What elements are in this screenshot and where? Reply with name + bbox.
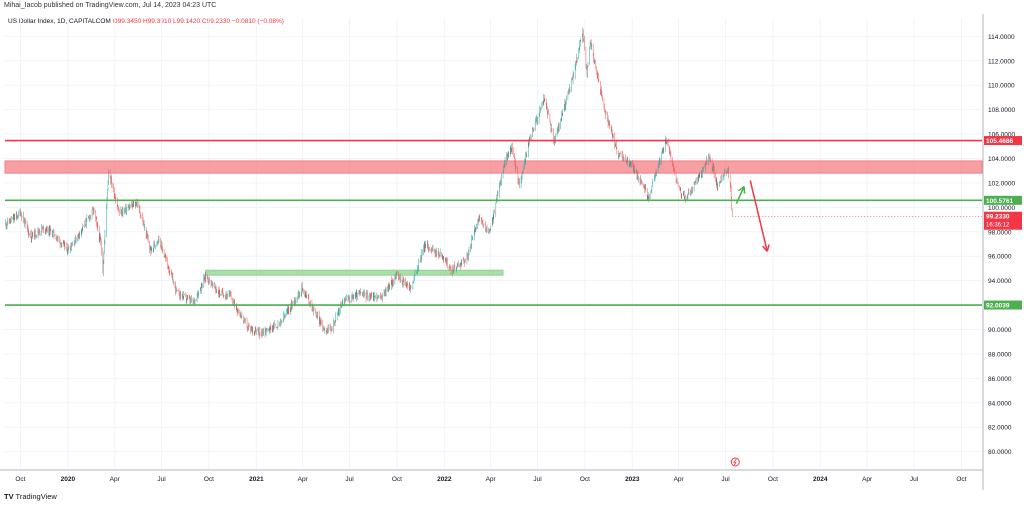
y-tick-label: 94.0000: [988, 278, 1012, 285]
x-tick-label: Jul: [721, 476, 730, 483]
x-tick-label: Apr: [298, 476, 309, 483]
zone-1[interactable]: [4, 160, 983, 174]
x-tick-label: Apr: [110, 476, 121, 483]
x-tick-label: Jul: [157, 476, 166, 483]
trend-arrow-2[interactable]: [749, 180, 770, 252]
x-tick-label: 2021: [249, 476, 264, 483]
event-flash-bolt: [733, 458, 737, 466]
last-price-tag-bg: [984, 211, 1022, 230]
x-tick-label: Oct: [15, 476, 25, 483]
event-flash-icon[interactable]: [730, 457, 740, 467]
ohlc-values: O99.3450 H99.3910 L99.1420 C99.2330 −0.0…: [112, 18, 284, 25]
tradingview-logo-icon: TV: [4, 492, 14, 501]
price-chart[interactable]: 80.0000 82.0000 84.0000 86.0000 88.0000 90.00…: [0, 14, 1024, 490]
y-tick-label: 86.0000: [988, 376, 1012, 383]
level-label-1: 105.4686: [986, 138, 1013, 145]
x-tick-label: 2023: [625, 476, 640, 483]
countdown-label: 16:36:12: [986, 223, 1010, 229]
symbol-title: US Dollar Index, 1D, CAPITALCOM: [8, 18, 111, 25]
x-tick-label: Oct: [768, 476, 778, 483]
level-label-3: 92.0039: [986, 303, 1010, 310]
y-tick-label: 90.0000: [988, 327, 1012, 334]
x-tick-label: Apr: [674, 476, 685, 483]
y-tick-label: 106.0000: [988, 132, 1015, 139]
y-tick-label: 84.0000: [988, 400, 1012, 407]
zone-2[interactable]: [205, 269, 504, 276]
level-label-2: 100.5761: [986, 198, 1013, 205]
y-tick-label: 88.0000: [988, 351, 1012, 358]
x-tick-label: Jul: [910, 476, 919, 483]
y-tick-label: 110.0000: [988, 83, 1015, 90]
level-label-2-bg: [984, 195, 1022, 205]
y-tick-label: 114.0000: [988, 34, 1015, 41]
y-tick-label: 102.0000: [988, 180, 1015, 187]
x-tick-label: Jul: [345, 476, 354, 483]
level-label-1-bg: [984, 136, 1022, 146]
symbol-legend[interactable]: US Dollar Index, 1D, CAPITALCOM O99.3450…: [8, 18, 284, 25]
tradingview-brand: TradingView: [15, 492, 57, 501]
x-tick-label: Jul: [533, 476, 542, 483]
tradingview-logo[interactable]: TV TradingView: [4, 492, 57, 501]
published-caption: Mihai_Iacob published on TradingView.com…: [4, 2, 217, 9]
y-tick-label: 112.0000: [988, 58, 1015, 65]
x-tick-label: 2020: [61, 476, 76, 483]
y-tick-label: 98.0000: [988, 229, 1012, 236]
y-tick-label: 100.0000: [988, 205, 1015, 212]
x-tick-label: Apr: [862, 476, 873, 483]
y-tick-label: 108.0000: [988, 107, 1015, 114]
last-price-label: 99.2330: [986, 214, 1010, 221]
x-tick-label: 2024: [813, 476, 828, 483]
x-tick-label: 2022: [437, 476, 452, 483]
y-tick-label: 96.0000: [988, 254, 1012, 261]
y-tick-label: 82.0000: [988, 425, 1012, 432]
x-tick-label: Apr: [486, 476, 497, 483]
x-tick-label: Oct: [392, 476, 402, 483]
y-tick-label: 104.0000: [988, 156, 1015, 163]
trend-arrow-1[interactable]: [735, 185, 746, 204]
level-label-3-bg: [984, 300, 1022, 310]
x-tick-label: Oct: [204, 476, 214, 483]
x-tick-label: Oct: [580, 476, 590, 483]
x-tick-label: Oct: [956, 476, 966, 483]
y-tick-label: 80.0000: [988, 449, 1012, 456]
